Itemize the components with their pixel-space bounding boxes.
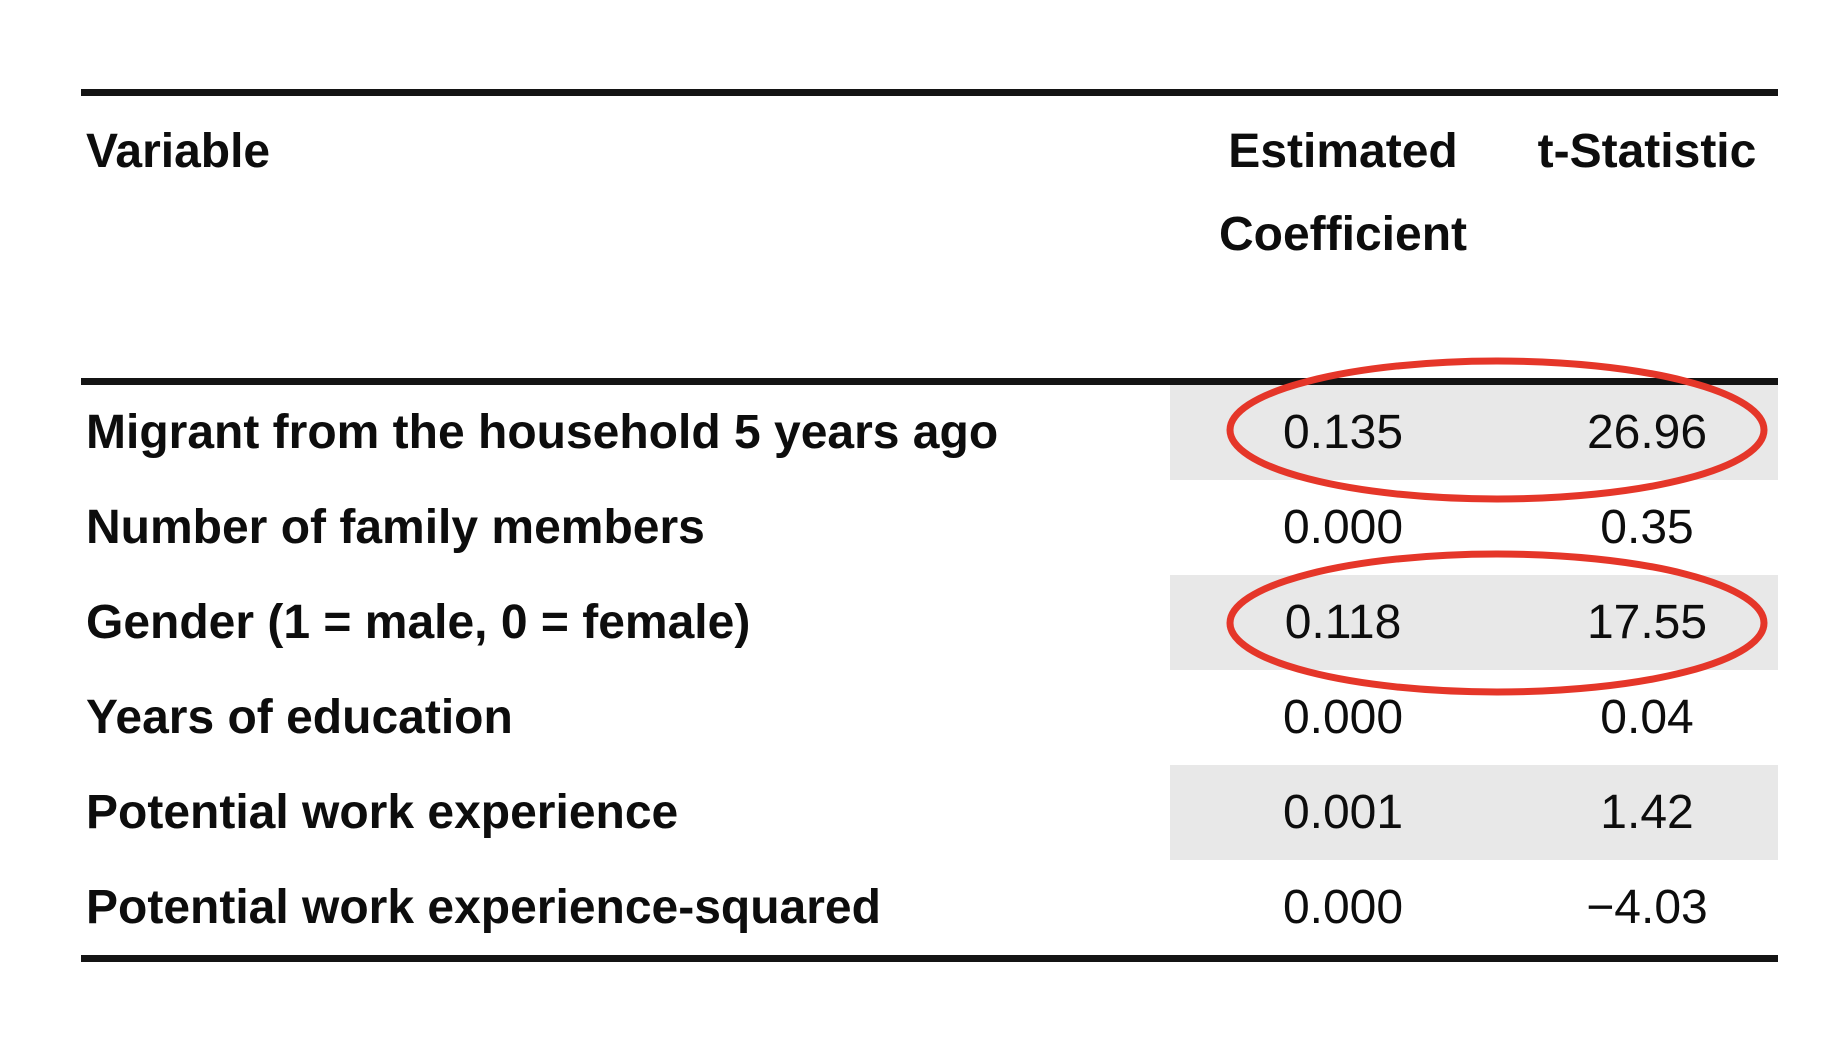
variable-label: Gender (1 = male, 0 = female) xyxy=(86,596,751,649)
t-statistic-value: 0.35 xyxy=(1600,501,1694,554)
coefficient-value: 0.135 xyxy=(1170,385,1516,480)
table-top-rule xyxy=(81,89,1778,96)
coefficient-value: 0.118 xyxy=(1170,575,1516,670)
variable-label: Potential work experience-squared xyxy=(86,881,881,934)
t-statistic-value: 26.96 xyxy=(1516,385,1778,480)
t-statistic-value: −4.03 xyxy=(1586,881,1708,934)
header-line-estimated: Estimated xyxy=(1228,125,1458,178)
table-row: Gender (1 = male, 0 = female) 0.118 17.5… xyxy=(81,575,1778,670)
column-header-estimated-coefficient: Estimated Coefficient xyxy=(1170,110,1516,378)
coefficient-value: 0.001 xyxy=(1170,765,1516,860)
table-row: Potential work experience-squared 0.000 … xyxy=(81,860,1778,955)
table-row: Years of education 0.000 0.04 xyxy=(81,670,1778,765)
t-statistic-value: 1.42 xyxy=(1516,765,1778,860)
table-header-row: Variable Estimated Coefficient t-Statist… xyxy=(81,96,1778,378)
column-header-variable: Variable xyxy=(86,125,271,178)
coefficient-value: 0.000 xyxy=(1282,881,1404,934)
header-line-coefficient: Coefficient xyxy=(1218,208,1467,261)
variable-label: Potential work experience xyxy=(86,786,679,839)
column-header-t-statistic: t-Statistic xyxy=(1537,125,1757,178)
table-row: Number of family members 0.000 0.35 xyxy=(81,480,1778,575)
table-row: Migrant from the household 5 years ago 0… xyxy=(81,385,1778,480)
variable-label: Migrant from the household 5 years ago xyxy=(86,406,999,459)
table-bottom-rule xyxy=(81,955,1778,962)
table-row: Potential work experience 0.001 1.42 xyxy=(81,765,1778,860)
variable-label: Years of education xyxy=(86,691,513,744)
coefficient-value: 0.000 xyxy=(1282,501,1404,554)
regression-results-table: Variable Estimated Coefficient t-Statist… xyxy=(81,89,1778,962)
table-header-rule xyxy=(81,378,1778,385)
variable-label: Number of family members xyxy=(86,501,705,554)
t-statistic-value: 17.55 xyxy=(1516,575,1778,670)
coefficient-value: 0.000 xyxy=(1282,691,1404,744)
t-statistic-value: 0.04 xyxy=(1600,691,1694,744)
